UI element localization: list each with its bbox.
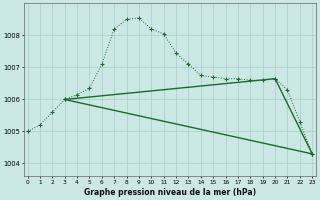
X-axis label: Graphe pression niveau de la mer (hPa): Graphe pression niveau de la mer (hPa) — [84, 188, 256, 197]
